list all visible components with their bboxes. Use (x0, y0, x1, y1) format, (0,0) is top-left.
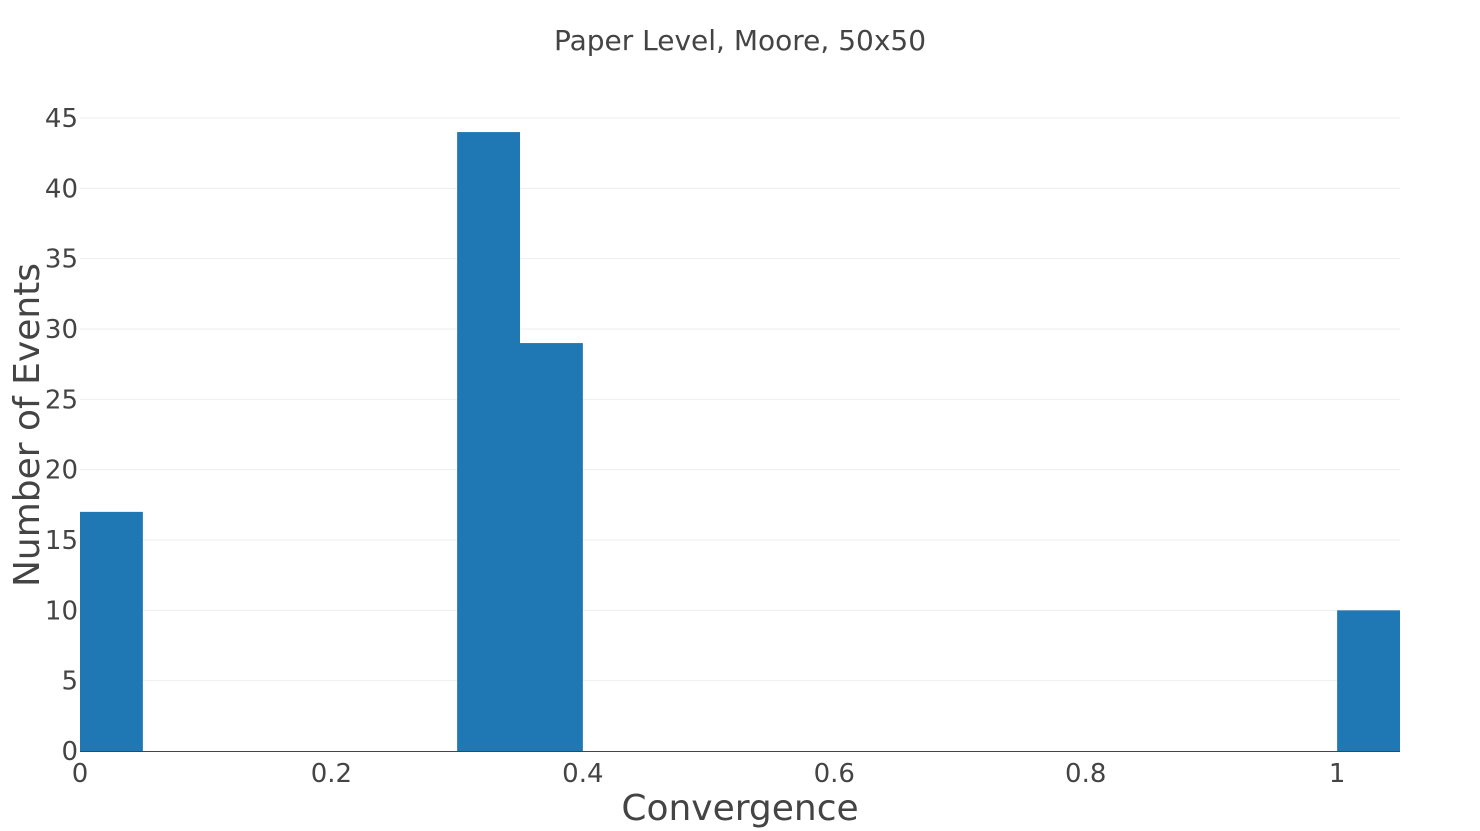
y-tick-label: 25 (45, 385, 78, 415)
chart-title: Paper Level, Moore, 50x50 (554, 24, 926, 57)
histogram-bar (80, 511, 143, 751)
y-tick-label: 10 (45, 596, 78, 626)
y-axis-title: Number of Events (7, 263, 48, 587)
x-tick-label: 1 (1329, 759, 1346, 789)
x-tick-label: 0.4 (562, 759, 603, 789)
gridlines (80, 117, 1400, 682)
y-tick-label: 35 (45, 245, 78, 275)
histogram-bars (80, 132, 1400, 752)
x-tick-label: 0.8 (1065, 759, 1106, 789)
x-tick-label: 0.2 (311, 759, 352, 789)
y-tick-label: 20 (45, 456, 78, 486)
x-axis-title: Convergence (621, 788, 858, 829)
histogram-bar (520, 343, 583, 751)
x-axis-ticks: 0 0.2 0.4 0.6 0.8 1 (72, 759, 1346, 789)
y-tick-label: 0 (61, 737, 78, 767)
y-axis-ticks: 0 5 10 15 20 25 30 35 40 45 (45, 104, 78, 767)
y-tick-label: 5 (61, 667, 78, 697)
y-tick-label: 40 (45, 174, 78, 204)
y-tick-label: 30 (45, 315, 78, 345)
x-tick-label: 0 (72, 759, 89, 789)
y-tick-label: 15 (45, 526, 78, 556)
histogram-bar (1337, 610, 1400, 751)
y-tick-label: 45 (45, 104, 78, 134)
histogram-bar (457, 132, 520, 752)
x-tick-label: 0.6 (814, 759, 855, 789)
